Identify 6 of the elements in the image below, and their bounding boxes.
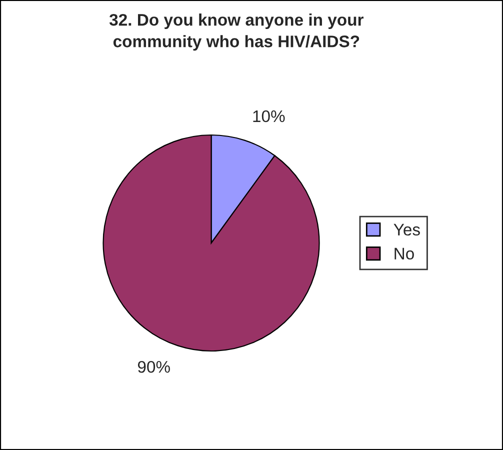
data-label: 90% bbox=[138, 360, 170, 373]
legend-label: Yes bbox=[394, 224, 420, 236]
chart-title: 32. Do you know anyone in your community who has HIV/AIDS? bbox=[109, 14, 364, 51]
data-label: 10% bbox=[253, 110, 285, 122]
legend-label: No bbox=[394, 248, 414, 260]
pie-slice bbox=[102, 134, 320, 352]
